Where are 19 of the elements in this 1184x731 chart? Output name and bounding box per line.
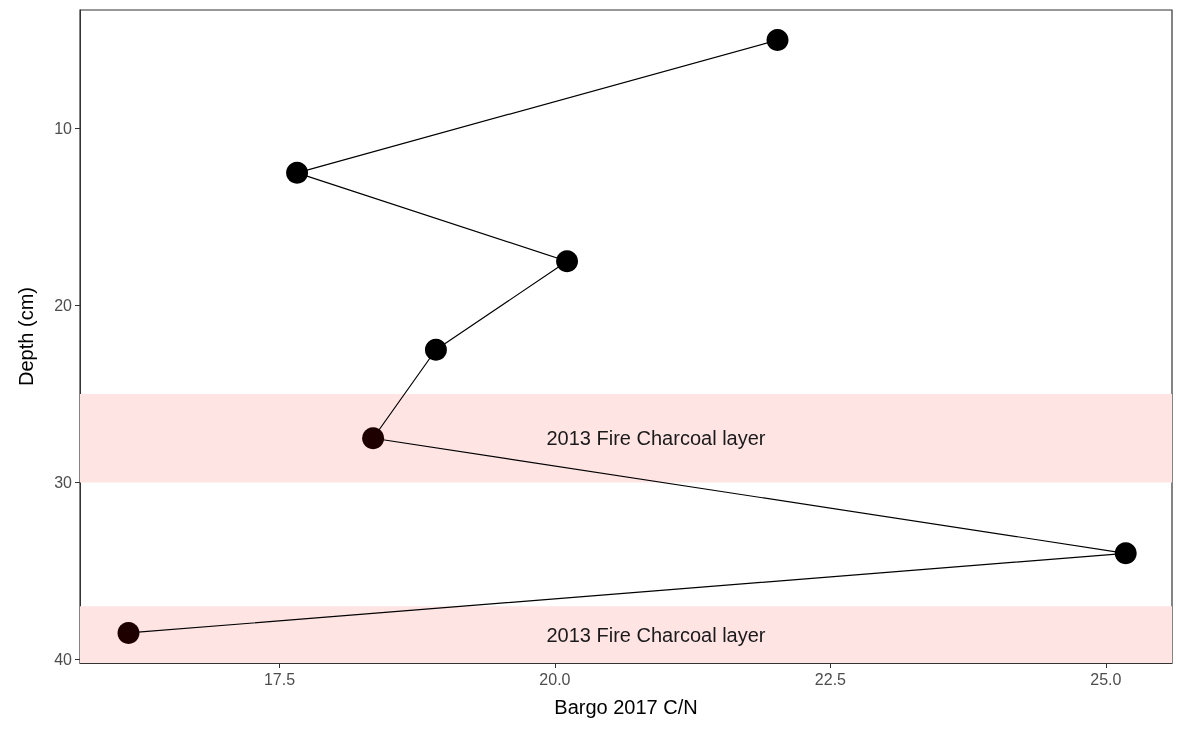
y-tick-label: 10 <box>54 120 73 138</box>
point <box>556 250 579 273</box>
y-axis-title: Depth (cm) <box>15 287 37 386</box>
point <box>424 338 447 361</box>
y-tick-label: 40 <box>54 650 73 668</box>
x-tick-label: 20.0 <box>539 670 571 688</box>
x-axis-title: Bargo 2017 C/N <box>554 696 698 718</box>
band-label: 2013 Fire Charcoal layer <box>546 427 766 450</box>
y-tick-label: 30 <box>54 474 73 491</box>
band-label: 2013 Fire Charcoal layer <box>546 623 766 646</box>
point <box>117 621 140 644</box>
x-tick-label: 17.5 <box>263 670 296 688</box>
x-tick-label: 25.0 <box>1090 670 1122 688</box>
point <box>362 427 385 450</box>
x-tick-label: 22.5 <box>814 670 847 688</box>
point <box>286 161 309 184</box>
point <box>1114 542 1137 565</box>
point <box>766 29 789 52</box>
y-tick-label: 20 <box>54 297 73 315</box>
